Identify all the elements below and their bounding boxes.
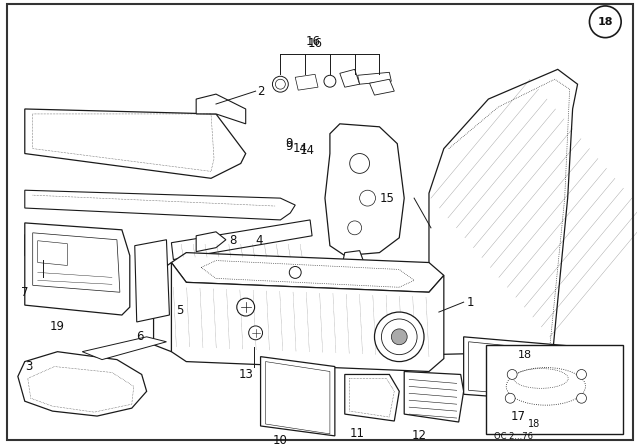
Text: 15: 15 (380, 192, 394, 205)
Polygon shape (196, 232, 226, 252)
Polygon shape (83, 337, 166, 360)
Text: OC 2...76: OC 2...76 (494, 432, 533, 441)
Circle shape (577, 370, 586, 379)
Polygon shape (295, 74, 318, 90)
Text: 8: 8 (229, 234, 236, 247)
Circle shape (249, 326, 262, 340)
Circle shape (237, 298, 255, 316)
Circle shape (289, 267, 301, 278)
Polygon shape (340, 250, 367, 292)
Polygon shape (172, 253, 444, 292)
Text: 10: 10 (273, 435, 288, 448)
Polygon shape (154, 263, 172, 352)
Polygon shape (358, 72, 391, 84)
Circle shape (374, 312, 424, 362)
Polygon shape (196, 94, 246, 124)
Text: 1: 1 (467, 296, 474, 309)
Text: 14: 14 (293, 142, 308, 155)
Text: 13: 13 (238, 368, 253, 381)
Polygon shape (25, 228, 67, 259)
Circle shape (324, 75, 336, 87)
Polygon shape (25, 223, 130, 315)
Text: 19: 19 (50, 320, 65, 333)
Text: 17: 17 (511, 409, 525, 422)
Text: 18: 18 (598, 17, 613, 27)
Circle shape (508, 370, 517, 379)
Text: 7: 7 (21, 286, 29, 299)
Text: 4: 4 (255, 234, 263, 247)
Polygon shape (172, 220, 312, 259)
Text: 16: 16 (305, 35, 321, 48)
Polygon shape (463, 337, 602, 404)
Text: 9: 9 (285, 137, 293, 150)
Polygon shape (325, 124, 404, 256)
Text: 5: 5 (177, 304, 184, 317)
Text: 14: 14 (300, 144, 315, 157)
Text: 16: 16 (308, 37, 323, 50)
Circle shape (273, 76, 288, 92)
Polygon shape (172, 263, 444, 371)
Polygon shape (345, 375, 399, 421)
Polygon shape (25, 190, 295, 220)
Polygon shape (369, 79, 394, 95)
Text: 11: 11 (350, 427, 365, 440)
Circle shape (391, 329, 407, 345)
Circle shape (505, 393, 515, 403)
Circle shape (589, 6, 621, 38)
Polygon shape (429, 69, 577, 355)
Text: 12: 12 (412, 429, 427, 442)
Polygon shape (404, 371, 463, 422)
Polygon shape (135, 240, 170, 322)
Text: 3: 3 (25, 360, 32, 373)
Text: 9: 9 (285, 140, 293, 153)
Polygon shape (25, 109, 246, 178)
Bar (486, 345, 623, 434)
Text: 18: 18 (528, 419, 540, 429)
Polygon shape (260, 357, 335, 436)
Circle shape (577, 393, 586, 403)
Text: 6: 6 (136, 330, 143, 343)
Text: 2: 2 (257, 85, 265, 98)
Text: 18: 18 (518, 349, 532, 360)
Polygon shape (18, 352, 147, 416)
Polygon shape (340, 69, 360, 87)
